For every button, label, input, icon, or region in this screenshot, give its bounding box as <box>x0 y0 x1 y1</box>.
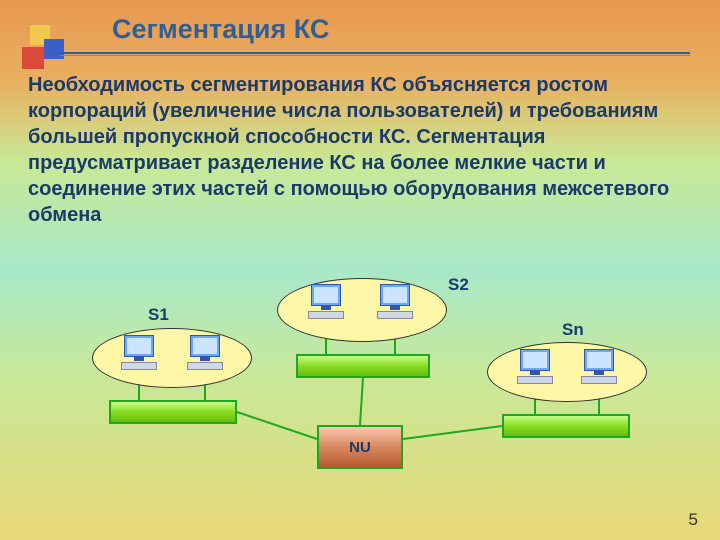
segment-hub <box>502 414 630 438</box>
nu-node: NU <box>317 425 403 469</box>
computer-icon <box>186 335 224 371</box>
computer-icon <box>516 349 554 385</box>
segment-label: S1 <box>148 305 169 325</box>
segment-ellipse <box>487 342 647 402</box>
segment-label: Sn <box>562 320 584 340</box>
computer-icon <box>580 349 618 385</box>
segment-hub <box>296 354 430 378</box>
segment-ellipse <box>92 328 252 388</box>
segment-hub <box>109 400 237 424</box>
computer-icon <box>120 335 158 371</box>
page-number: 5 <box>689 510 698 530</box>
network-diagram: NU S1 S2 Sn <box>0 0 720 540</box>
computer-icon <box>307 284 345 320</box>
computer-icon <box>376 284 414 320</box>
segment-ellipse <box>277 278 447 342</box>
segment-label: S2 <box>448 275 469 295</box>
